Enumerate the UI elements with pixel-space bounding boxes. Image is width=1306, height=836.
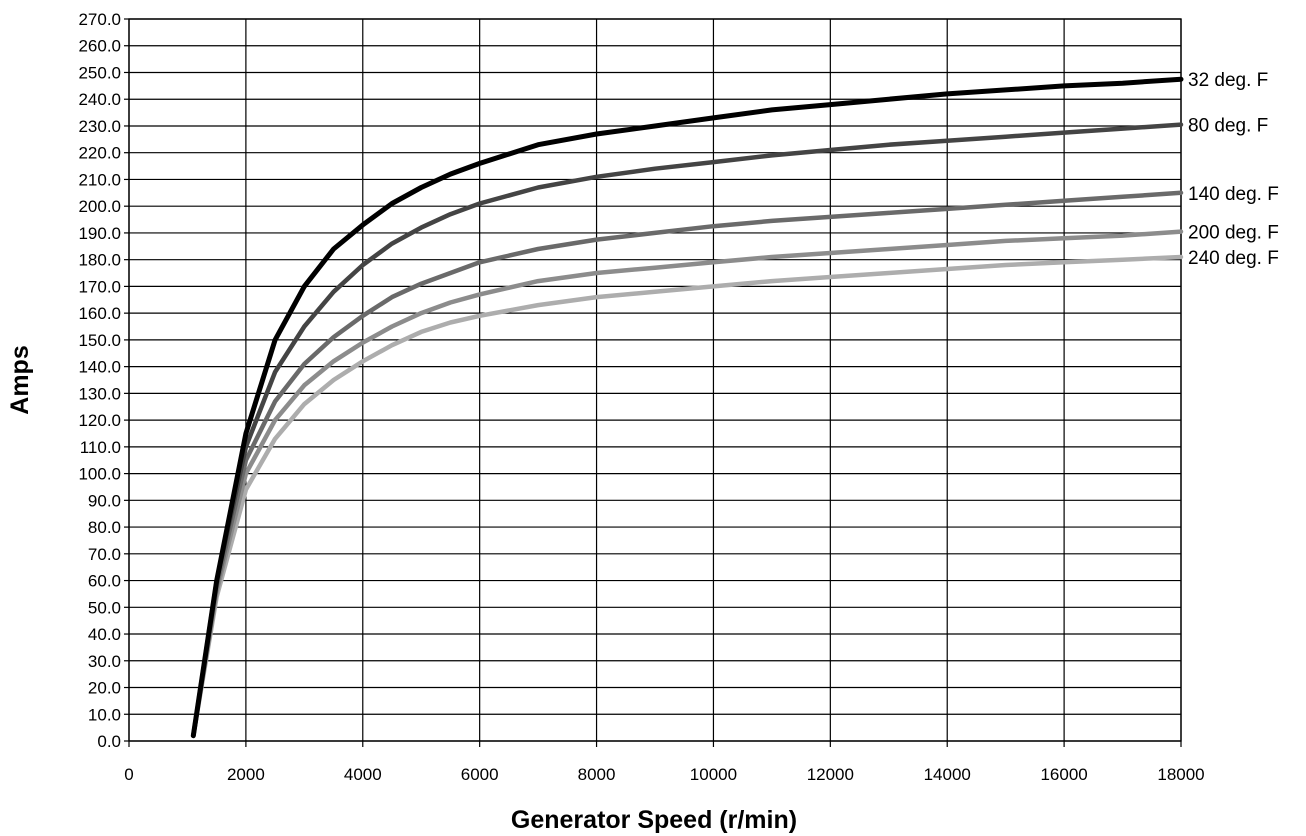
x-tick-label: 14000 [924, 765, 971, 784]
x-tick-label: 8000 [578, 765, 616, 784]
x-tick-label: 4000 [344, 765, 382, 784]
y-axis-title: Amps [6, 345, 34, 414]
series-labels: 32 deg. F 80 deg. F 140 deg. F 200 deg. F 24… [1188, 70, 1279, 269]
y-tick-label: 30.0 [88, 652, 121, 671]
y-tick-label: 0.0 [97, 732, 121, 751]
y-tick-labels: 0.0 10.0 20.0 30.0 40.0 50.0 60.0 70.0 80.0 90.0 1… [78, 10, 121, 751]
y-tick-label: 270.0 [78, 10, 121, 29]
series-line [191, 190, 1184, 738]
x-axis-title: Generator Speed (r/min) [511, 806, 797, 834]
y-tick-label: 50.0 [88, 598, 121, 617]
x-tick-label: 2000 [227, 765, 265, 784]
series-line [191, 229, 1184, 738]
series-label: 240 deg. F [1188, 248, 1279, 269]
y-tick-label: 70.0 [88, 545, 121, 564]
y-tick-label: 80.0 [88, 518, 121, 537]
y-tick-label: 130.0 [78, 384, 121, 403]
series-line [190, 76, 1184, 739]
y-tick-label: 260.0 [78, 37, 121, 56]
series-line [191, 254, 1184, 738]
x-tick-label: 0 [124, 765, 133, 784]
y-tick-label: 100.0 [78, 465, 121, 484]
y-tick-label: 200.0 [78, 197, 121, 216]
x-tick-label: 18000 [1157, 765, 1204, 784]
y-tick-label: 20.0 [88, 679, 121, 698]
y-tick-label: 230.0 [78, 117, 121, 136]
series-label: 80 deg. F [1188, 116, 1268, 137]
x-tick-label: 16000 [1040, 765, 1087, 784]
series-line [191, 122, 1184, 738]
y-tick-label: 10.0 [88, 705, 121, 724]
grid [124, 18, 1182, 747]
y-tick-label: 180.0 [78, 251, 121, 270]
series-label: 140 deg. F [1188, 184, 1279, 205]
series-lines [190, 76, 1184, 739]
y-tick-label: 240.0 [78, 90, 121, 109]
y-tick-label: 60.0 [88, 572, 121, 591]
y-tick-label: 160.0 [78, 304, 121, 323]
y-tick-label: 210.0 [78, 170, 121, 189]
y-tick-label: 250.0 [78, 63, 121, 82]
x-tick-labels: 0 2000 4000 6000 8000 10000 12000 14000 16000 180… [124, 765, 1204, 784]
x-tick-label: 10000 [690, 765, 737, 784]
y-tick-label: 40.0 [88, 625, 121, 644]
y-tick-label: 90.0 [88, 491, 121, 510]
y-tick-label: 220.0 [78, 144, 121, 163]
series-label: 32 deg. F [1188, 70, 1268, 91]
x-tick-label: 6000 [461, 765, 499, 784]
series-label: 200 deg. F [1188, 223, 1279, 244]
y-tick-label: 120.0 [78, 411, 121, 430]
y-tick-label: 140.0 [78, 358, 121, 377]
y-tick-label: 150.0 [78, 331, 121, 350]
plot-border [128, 18, 1182, 742]
y-tick-label: 170.0 [78, 277, 121, 296]
x-tick-label: 12000 [807, 765, 854, 784]
y-tick-label: 190.0 [78, 224, 121, 243]
y-tick-label: 110.0 [80, 438, 121, 457]
